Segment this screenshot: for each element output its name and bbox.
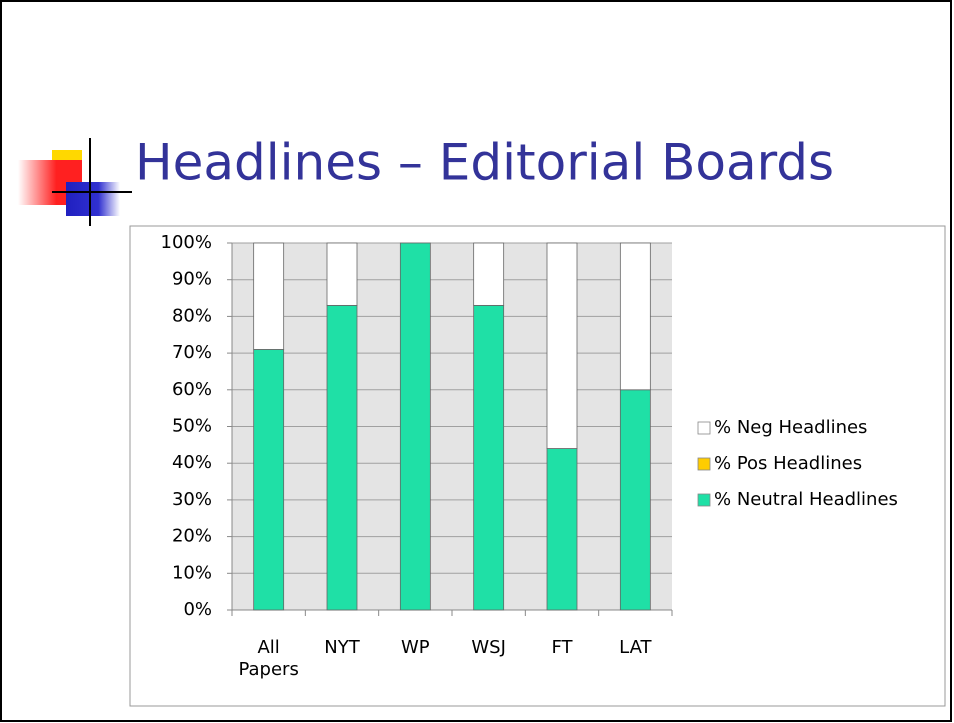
bar bbox=[253, 349, 285, 611]
x-tick-label: WSJ bbox=[471, 637, 506, 658]
bar bbox=[326, 304, 358, 611]
legend-label: % Neutral Headlines bbox=[714, 489, 898, 510]
bar bbox=[619, 389, 651, 611]
slide-title: Headlines – Editorial Boards bbox=[135, 134, 834, 192]
legend-label: % Neg Headlines bbox=[714, 417, 867, 438]
bar bbox=[253, 242, 285, 350]
y-tick-label: 100% bbox=[161, 232, 212, 253]
y-tick-label: 10% bbox=[172, 562, 212, 583]
y-tick-label: 90% bbox=[172, 269, 212, 290]
x-tick-label: FT bbox=[551, 637, 573, 658]
bar bbox=[473, 304, 505, 611]
bar bbox=[619, 242, 651, 391]
x-tick-label: All Papers bbox=[238, 637, 299, 680]
legend-swatch bbox=[697, 493, 711, 507]
y-tick-label: 60% bbox=[172, 379, 212, 400]
y-tick-label: 20% bbox=[172, 526, 212, 547]
y-tick-label: 30% bbox=[172, 489, 212, 510]
legend-label: % Pos Headlines bbox=[714, 453, 862, 474]
bar bbox=[546, 242, 578, 449]
x-tick-label: NYT bbox=[324, 637, 360, 658]
deco-blue bbox=[66, 182, 120, 216]
x-tick-label: LAT bbox=[619, 637, 652, 658]
bar bbox=[326, 242, 358, 306]
legend-swatch bbox=[697, 457, 711, 471]
bar bbox=[399, 242, 431, 611]
y-tick-label: 40% bbox=[172, 452, 212, 473]
bar bbox=[546, 448, 578, 611]
y-tick-label: 70% bbox=[172, 342, 212, 363]
bar bbox=[473, 242, 505, 306]
y-tick-label: 0% bbox=[183, 599, 212, 620]
y-tick-label: 80% bbox=[172, 305, 212, 326]
x-tick-label: WP bbox=[401, 637, 430, 658]
y-tick-label: 50% bbox=[172, 416, 212, 437]
legend-swatch bbox=[697, 421, 711, 435]
